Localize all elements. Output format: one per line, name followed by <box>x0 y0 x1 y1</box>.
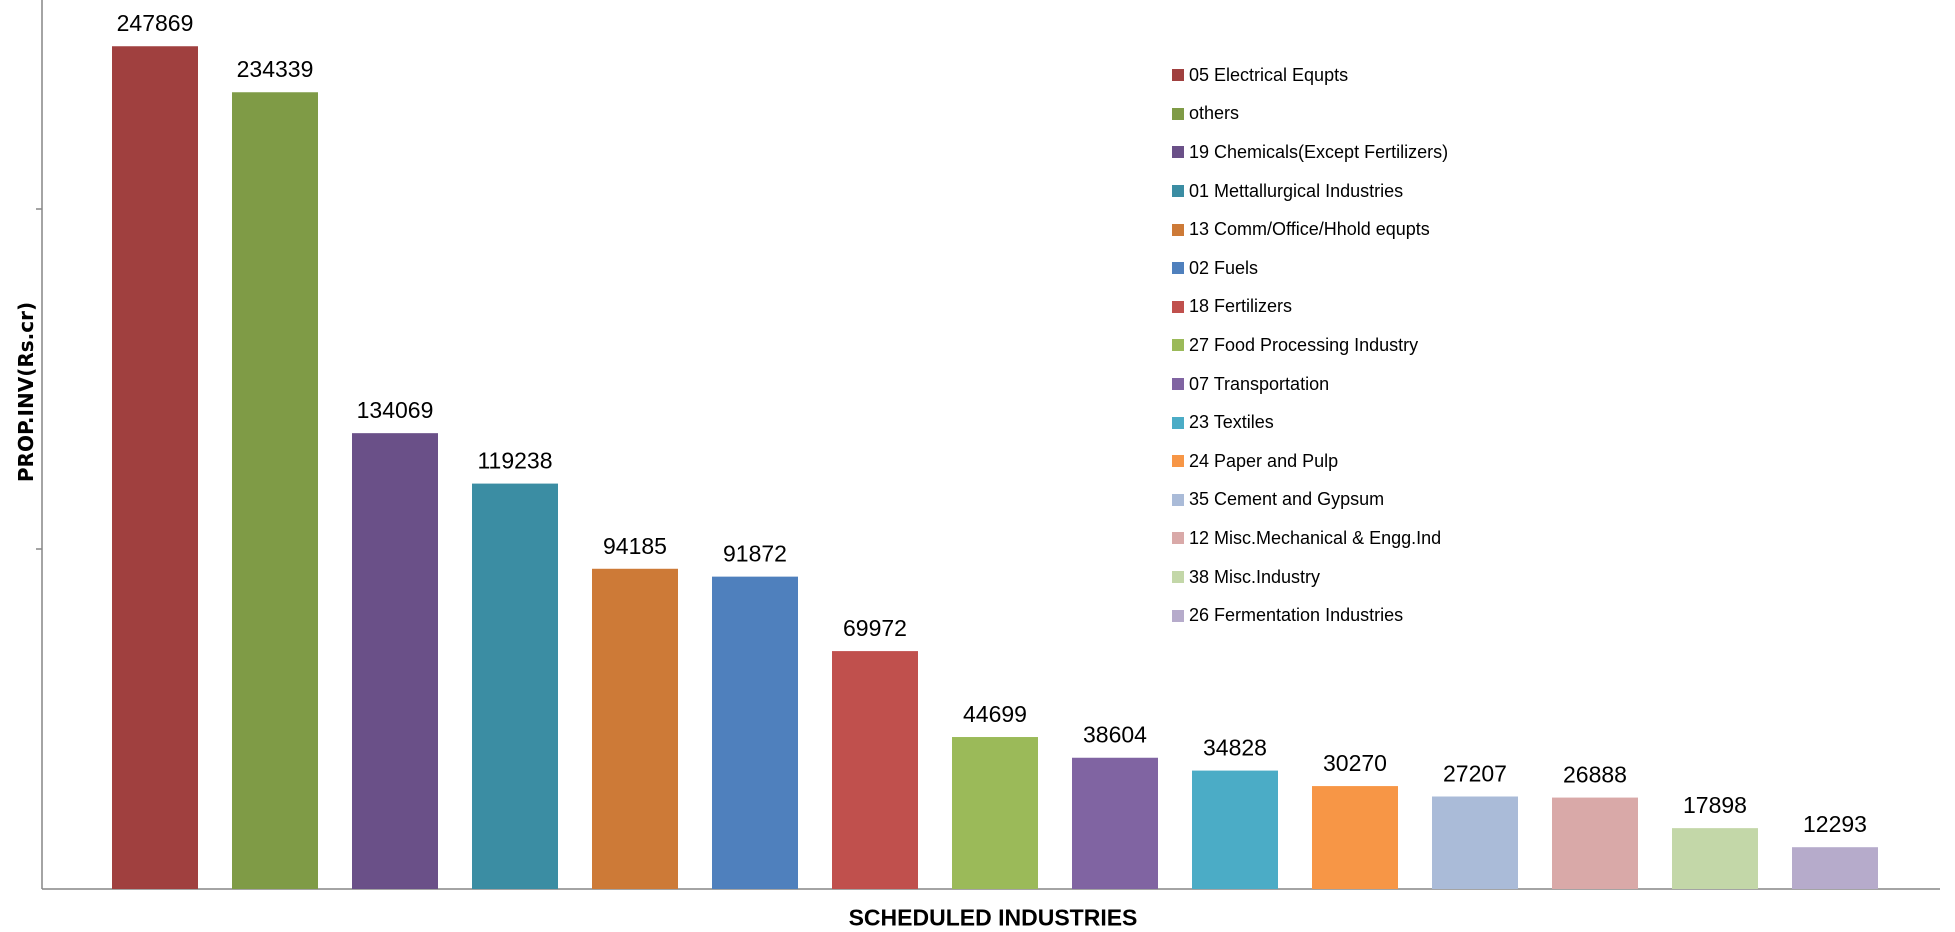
legend-swatch <box>1172 223 1184 236</box>
legend-label: 12 Misc.Mechanical & Engg.Ind <box>1189 527 1442 548</box>
bar <box>712 576 798 889</box>
legend-label: 13 Comm/Office/Hhold equpts <box>1189 219 1430 240</box>
legend-swatch <box>1172 455 1184 468</box>
bar <box>1552 797 1638 889</box>
data-label: 30270 <box>1323 750 1387 776</box>
legend-swatch <box>1172 378 1184 391</box>
legend-label: 23 Textiles <box>1189 412 1274 433</box>
legend-swatch <box>1172 300 1184 313</box>
data-label: 44699 <box>963 701 1027 727</box>
data-labels-group: 247869 234339 134069 119238 94185 91872 69972 4… <box>117 10 1867 837</box>
legend-label: 27 Food Processing Industry <box>1189 334 1419 355</box>
legend-item: 19 Chemicals(Except Fertilizers) <box>1172 133 1448 172</box>
legend-label: 05 Electrical Equpts <box>1189 64 1349 85</box>
x-axis-label: SCHEDULED INDUSTRIES <box>848 904 1138 931</box>
data-label: 247869 <box>117 10 194 36</box>
legend-swatch <box>1172 107 1184 120</box>
legend-item: 12 Misc.Mechanical & Engg.Ind <box>1172 519 1448 558</box>
legend-swatch <box>1172 146 1184 159</box>
data-label: 34828 <box>1203 735 1267 761</box>
legend-label: 18 Fertilizers <box>1189 296 1293 317</box>
legend-label: 01 Mettallurgical Industries <box>1189 180 1404 201</box>
bar <box>832 651 918 889</box>
bar <box>1792 847 1878 889</box>
legend-item: 24 Paper and Pulp <box>1172 442 1448 481</box>
bar <box>952 737 1038 889</box>
data-label: 91872 <box>723 541 787 567</box>
legend-swatch <box>1172 416 1184 429</box>
legend-label: 38 Misc.Industry <box>1189 566 1321 587</box>
bar <box>472 483 558 889</box>
legend-swatch <box>1172 571 1184 584</box>
data-label: 26888 <box>1563 762 1627 788</box>
legend-label: 35 Cement and Gypsum <box>1189 489 1385 510</box>
data-label: 12293 <box>1803 811 1867 837</box>
legend-item: 02 Fuels <box>1172 249 1448 288</box>
data-label: 38604 <box>1083 722 1147 748</box>
legend-swatch <box>1172 532 1184 545</box>
legend: 05 Electrical Equpts others 19 Chemicals(E… <box>1172 56 1448 635</box>
legend-swatch <box>1172 262 1184 275</box>
legend-label: 02 Fuels <box>1189 257 1259 278</box>
legend-swatch <box>1172 339 1184 352</box>
legend-item: 07 Transportation <box>1172 365 1448 404</box>
data-label: 69972 <box>843 615 907 641</box>
data-label: 17898 <box>1683 792 1747 818</box>
legend-item: 23 Textiles <box>1172 403 1448 442</box>
legend-item: 26 Fermentation Industries <box>1172 596 1448 635</box>
legend-swatch <box>1172 493 1184 506</box>
bar <box>1072 757 1158 889</box>
legend-label: 26 Fermentation Industries <box>1189 605 1404 626</box>
legend-swatch <box>1172 609 1184 622</box>
legend-label: 24 Paper and Pulp <box>1189 450 1339 471</box>
y-axis-label: PROP.INV(Rs.cr) <box>14 301 38 483</box>
legend-label: 19 Chemicals(Except Fertilizers) <box>1189 141 1449 162</box>
data-label: 94185 <box>603 533 667 559</box>
legend-item: 05 Electrical Equpts <box>1172 56 1448 95</box>
legend-swatch <box>1172 69 1184 82</box>
legend-label: 07 Transportation <box>1189 373 1330 394</box>
legend-item: 18 Fertilizers <box>1172 288 1448 327</box>
legend-item: 38 Misc.Industry <box>1172 558 1448 597</box>
bar <box>1672 828 1758 889</box>
data-label: 119238 <box>477 448 552 474</box>
bar <box>352 433 438 889</box>
data-label: 234339 <box>237 56 314 82</box>
legend-item: 01 Mettallurgical Industries <box>1172 172 1448 211</box>
data-label: 27207 <box>1443 760 1507 786</box>
bar <box>232 92 318 890</box>
bar <box>112 46 198 889</box>
bars-group <box>112 46 1878 890</box>
bar <box>1432 796 1518 889</box>
data-label: 134069 <box>357 397 434 423</box>
bar <box>592 568 678 889</box>
legend-item: 27 Food Processing Industry <box>1172 326 1448 365</box>
legend-item: 13 Comm/Office/Hhold equpts <box>1172 210 1448 249</box>
legend-item: others <box>1172 95 1448 134</box>
bar <box>1312 786 1398 889</box>
legend-label: others <box>1189 103 1240 124</box>
bar <box>1192 770 1278 889</box>
legend-item: 35 Cement and Gypsum <box>1172 481 1448 520</box>
legend-swatch <box>1172 185 1184 198</box>
